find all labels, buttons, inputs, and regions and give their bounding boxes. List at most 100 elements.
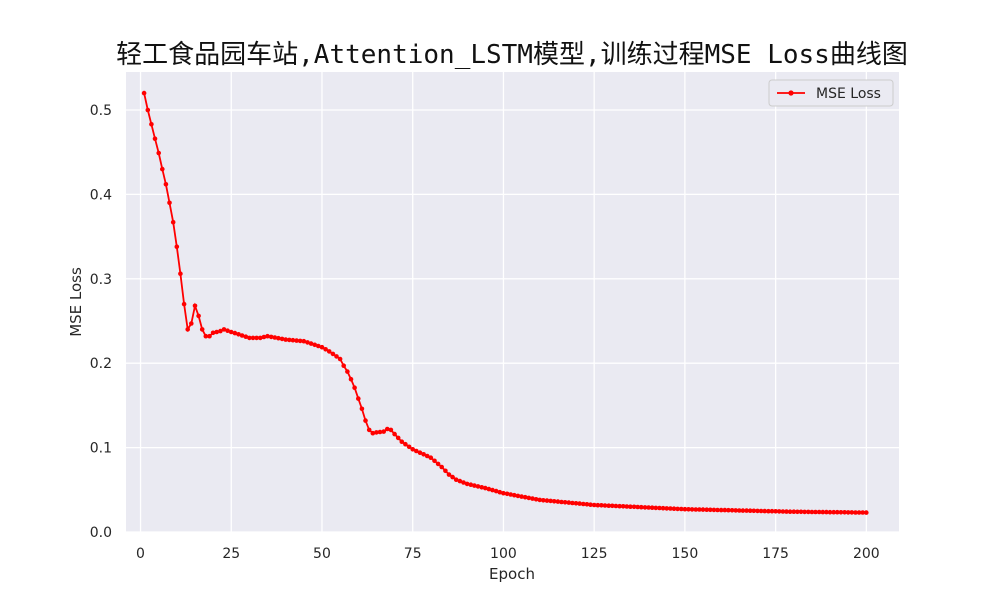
data-point [272,335,278,340]
data-point [341,363,347,369]
data-point [261,334,267,340]
data-point [551,499,557,504]
data-point [345,369,350,374]
data-point [152,136,158,141]
data-point [290,337,296,343]
data-point [395,435,401,441]
data-point [265,333,270,339]
data-point [559,499,564,505]
data-point [297,338,303,344]
data-point [787,509,793,514]
data-point [653,505,659,511]
data-point [751,508,757,514]
data-point [628,504,633,510]
data-point [570,500,575,506]
data-point [156,150,161,156]
data-point [657,505,662,511]
data-point [305,340,310,345]
data-point [479,485,485,490]
x-tick-label: 0 [136,546,145,562]
x-tick-label: 125 [581,546,608,562]
data-point [635,504,640,510]
data-point [693,507,699,512]
data-point [192,303,198,309]
chart-title: 轻工食品园车站,Attention_LSTM模型,训练过程MSE Loss曲线图 [116,40,908,70]
data-point [820,509,826,515]
data-point [247,335,252,341]
data-point [780,509,786,514]
series-points-mse-loss [141,90,869,515]
data-point [414,448,419,454]
data-point [849,510,855,515]
data-point [439,464,445,470]
legend-box [768,79,894,107]
x-tick-label: 75 [404,546,422,562]
data-point [207,333,212,339]
data-point [468,482,474,488]
data-point [250,335,256,341]
data-point [435,461,441,467]
data-point [522,494,528,500]
data-point [308,341,314,346]
data-point [163,182,169,187]
data-point [410,447,416,452]
data-point [189,321,194,326]
data-point [795,509,800,515]
data-point [533,497,539,502]
data-point [287,337,292,343]
data-point [366,427,372,433]
data-point [370,430,376,436]
data-point [403,441,408,447]
data-point [813,509,818,515]
data-point [181,301,187,307]
data-point [726,507,731,513]
data-point [722,507,728,513]
data-point [225,328,230,334]
data-point [816,509,822,515]
x-tick-label: 150 [672,546,699,562]
data-point [239,333,245,338]
data-point [762,508,767,514]
data-point [483,485,488,491]
data-point [809,509,815,515]
data-point [733,508,738,513]
data-point [428,455,434,461]
data-point [185,327,190,332]
data-point [617,503,622,509]
data-point [374,430,379,435]
data-point [700,507,706,512]
data-point [356,396,361,401]
x-axis-ticks: 0 25 50 75 100 125 150 175 200 [136,546,880,562]
data-point [639,504,644,510]
data-point [620,504,626,509]
data-point [417,450,423,456]
data-point [679,506,684,512]
data-point [279,336,285,342]
data-point [588,502,593,508]
data-point [773,509,778,514]
data-point [145,107,151,113]
data-point [806,509,811,515]
data-point [385,426,390,432]
data-point [381,429,387,434]
data-point [283,337,289,342]
data-point [199,327,205,332]
data-point [744,508,749,513]
data-point [432,458,437,464]
data-point [268,334,274,340]
data-point [392,431,397,437]
data-point [755,508,760,514]
data-point [337,356,343,362]
y-tick-label: 0.0 [90,525,112,541]
data-point [544,498,550,503]
data-point [258,335,263,341]
data-point [606,503,611,509]
data-point [541,498,546,503]
data-point [319,344,325,350]
data-point [584,502,590,507]
data-point [294,338,299,343]
data-point [610,503,615,509]
data-point [831,509,836,515]
data-point [845,510,851,515]
data-point [475,484,481,489]
